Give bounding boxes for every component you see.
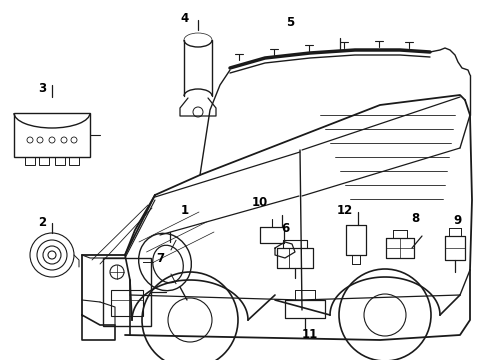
Text: 2: 2 xyxy=(38,216,46,229)
Bar xyxy=(39,157,49,165)
Bar xyxy=(25,157,35,165)
Text: 8: 8 xyxy=(410,211,418,225)
Text: 7: 7 xyxy=(156,252,164,265)
Text: 12: 12 xyxy=(336,203,352,216)
Text: 6: 6 xyxy=(280,221,288,234)
Bar xyxy=(103,258,151,326)
Bar xyxy=(69,157,79,165)
Text: 5: 5 xyxy=(285,15,293,28)
Bar xyxy=(55,157,65,165)
Text: 10: 10 xyxy=(251,195,267,208)
Bar xyxy=(111,290,142,316)
Text: 3: 3 xyxy=(38,81,46,94)
Text: 4: 4 xyxy=(181,12,189,24)
Text: 11: 11 xyxy=(301,328,318,342)
Text: 9: 9 xyxy=(453,213,461,226)
Text: 1: 1 xyxy=(181,203,189,216)
